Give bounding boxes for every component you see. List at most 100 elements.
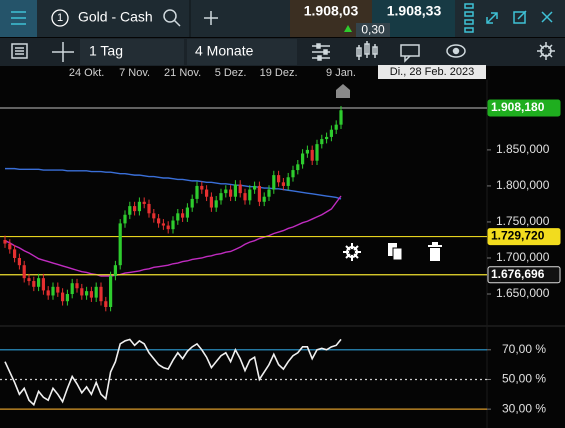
crosshair-box	[378, 65, 486, 79]
candle-body	[113, 265, 117, 276]
layout-icon[interactable]	[52, 42, 74, 62]
candle-body	[277, 175, 281, 183]
instrument-name[interactable]: Gold - Cash	[78, 9, 153, 25]
change-box	[356, 23, 390, 37]
candle-body	[61, 292, 65, 302]
instrument-badge	[51, 9, 69, 27]
search-icon[interactable]	[163, 9, 181, 27]
price-level-box	[487, 266, 561, 284]
candle-body	[200, 185, 204, 190]
candle-body	[32, 281, 36, 287]
change-value: 0,30	[361, 23, 385, 37]
candle-body	[171, 220, 175, 230]
candle-body	[229, 189, 233, 197]
candle-body	[181, 213, 185, 218]
candle-body	[315, 144, 319, 161]
candle-body	[281, 182, 285, 186]
candle-body	[325, 136, 329, 140]
candle-body	[262, 196, 266, 202]
alert-marker[interactable]	[336, 84, 350, 98]
view-icon[interactable]	[446, 44, 466, 58]
candle-body	[214, 200, 218, 208]
x-tick-label: 24 Okt.	[69, 67, 104, 79]
candle-body	[267, 189, 271, 197]
list-icon[interactable]	[11, 43, 28, 59]
candle-body	[8, 243, 12, 250]
candle-body	[46, 290, 50, 296]
candle-body	[253, 185, 257, 190]
candle-body	[195, 185, 199, 199]
candle-body	[109, 276, 113, 307]
x-tick-label: 19 Dez.	[260, 67, 298, 79]
candle-body	[80, 288, 84, 296]
candle-body	[329, 129, 333, 137]
candle-body	[286, 177, 290, 186]
y-tick-label: 70,00 %	[502, 342, 546, 356]
candle-body	[75, 283, 79, 289]
tool-settings-hole	[349, 249, 355, 255]
candle-type-icon[interactable]	[356, 41, 378, 60]
price-level-box	[487, 99, 561, 117]
candle-body	[56, 286, 60, 293]
menu-icon	[11, 11, 26, 25]
candle-body	[243, 193, 247, 201]
candle-body	[51, 286, 55, 296]
candle-body	[13, 249, 17, 258]
candle-body	[209, 196, 213, 208]
candle-body	[157, 218, 161, 224]
top-toolbar	[0, 0, 565, 37]
candle-body	[65, 294, 69, 302]
candle-body	[104, 301, 108, 307]
x-tick-label: 5 Dez.	[215, 67, 247, 79]
candle-body	[137, 201, 141, 212]
add-tab-icon[interactable]	[204, 11, 218, 25]
candle-body	[152, 213, 156, 219]
ask-price: 1.908,33	[387, 3, 442, 19]
candle-body	[70, 283, 74, 295]
y-tick-label: 1.700,000	[496, 250, 550, 264]
comment-icon[interactable]	[400, 44, 420, 63]
tool-delete[interactable]	[428, 242, 442, 261]
candle-body	[339, 110, 343, 125]
x-tick-label: 7 Nov.	[119, 67, 150, 79]
x-tick-label: 9 Jan.	[326, 67, 356, 79]
price-level-label: 1.908,180	[491, 100, 545, 114]
y-tick-label: 1.800,000	[496, 178, 550, 192]
candle-body	[305, 149, 309, 154]
candle-body	[334, 124, 338, 130]
candle-body	[310, 149, 314, 161]
tool-copy[interactable]	[388, 243, 403, 261]
candle-body	[3, 239, 7, 244]
range-select[interactable]	[187, 39, 297, 65]
change-arrow	[344, 25, 352, 32]
candle-body	[176, 213, 180, 221]
candle-body	[248, 189, 252, 201]
candle-body	[99, 286, 103, 302]
candle-body	[142, 201, 146, 204]
candle-body	[17, 257, 21, 266]
candle-body	[147, 203, 151, 214]
interval-select[interactable]	[80, 39, 184, 65]
candle-body	[128, 206, 132, 215]
bid-price: 1.908,03	[304, 3, 359, 19]
instrument-number: 1	[57, 12, 63, 24]
price-level-label: 1.676,696	[491, 267, 545, 281]
interval-label: 1 Tag	[89, 43, 123, 59]
candle-body	[22, 265, 26, 279]
candle-body	[233, 184, 237, 197]
window-icons[interactable]	[464, 3, 553, 33]
crosshair-date: Di., 28 Feb. 2023	[390, 66, 474, 78]
candle-body	[123, 214, 127, 224]
y-tick-label: 50,00 %	[502, 372, 546, 386]
candle-body	[291, 170, 295, 178]
candle-body	[166, 225, 170, 230]
gear-hole	[542, 47, 550, 55]
candle-body	[118, 223, 122, 266]
rsi-line	[4, 338, 342, 407]
candle-body	[185, 207, 189, 218]
candle-body	[219, 193, 223, 201]
candle-body	[257, 185, 261, 202]
candle-body	[272, 175, 276, 190]
settings-sliders-icon[interactable]	[312, 43, 330, 61]
price-level-box	[487, 228, 561, 246]
